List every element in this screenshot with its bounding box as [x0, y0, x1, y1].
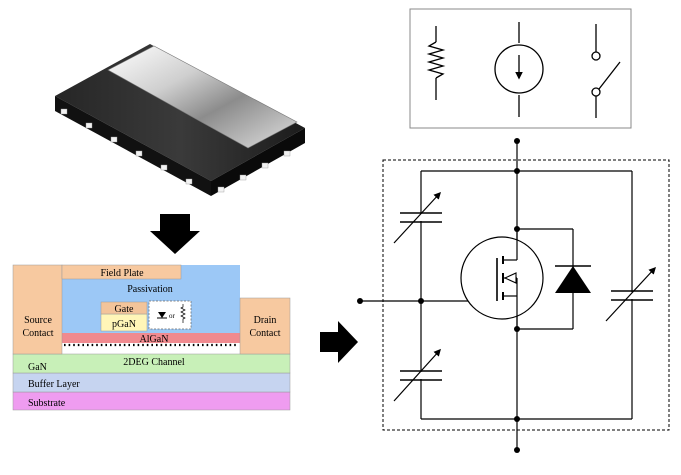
gan-label: GaN — [28, 362, 47, 373]
chip-right-face — [211, 128, 305, 196]
variable-capacitor-gd-icon — [393, 191, 442, 244]
resistor-icon — [426, 26, 446, 100]
diode-mini-icon — [158, 312, 166, 318]
gate-label: Gate — [115, 304, 134, 315]
gan-layer — [12, 353, 291, 374]
chip-pad — [107, 45, 298, 149]
drain-label-1: Drain — [254, 315, 277, 326]
field-plate-label: Field Plate — [100, 268, 144, 279]
gate-model-inset: or — [148, 300, 192, 330]
chip-front-face — [55, 96, 211, 196]
drain-label-2: Contact — [249, 328, 280, 339]
source-contact — [12, 264, 63, 355]
component-symbols-box — [409, 8, 632, 129]
right-arrow-icon — [320, 321, 358, 363]
pgan-label: pGaN — [112, 319, 136, 330]
body-diode-icon — [555, 265, 591, 293]
junction-dots — [357, 138, 520, 453]
inset-or-label: or — [169, 312, 176, 320]
current-source-icon — [494, 22, 544, 117]
resistor-mini-icon — [180, 304, 186, 323]
substrate-label: Substrate — [28, 398, 66, 409]
gate-region — [100, 301, 148, 315]
variable-capacitor-gs-icon — [393, 348, 442, 402]
drain-contact — [239, 297, 291, 355]
mosfet-icon — [460, 229, 544, 329]
field-plate — [61, 264, 182, 280]
cross-section: or Field Plate Passivation Gate pGaN Sou… — [12, 264, 291, 411]
source-label-2: Contact — [22, 328, 53, 339]
passivation-label: Passivation — [127, 284, 173, 295]
variable-capacitor-ds-icon — [605, 266, 656, 322]
source-label-1: Source — [24, 315, 52, 326]
chip-top — [55, 44, 305, 181]
chip-pins — [60, 108, 291, 193]
circuit-dashed-border — [382, 159, 670, 431]
algan-layer — [62, 333, 240, 343]
chip-package — [55, 44, 305, 196]
down-arrow-icon — [150, 214, 200, 254]
switch-icon — [591, 24, 621, 118]
channel-label: 2DEG Channel — [123, 357, 185, 368]
buffer-label: Buffer Layer — [28, 379, 80, 390]
algan-label: AlGaN — [140, 334, 169, 345]
